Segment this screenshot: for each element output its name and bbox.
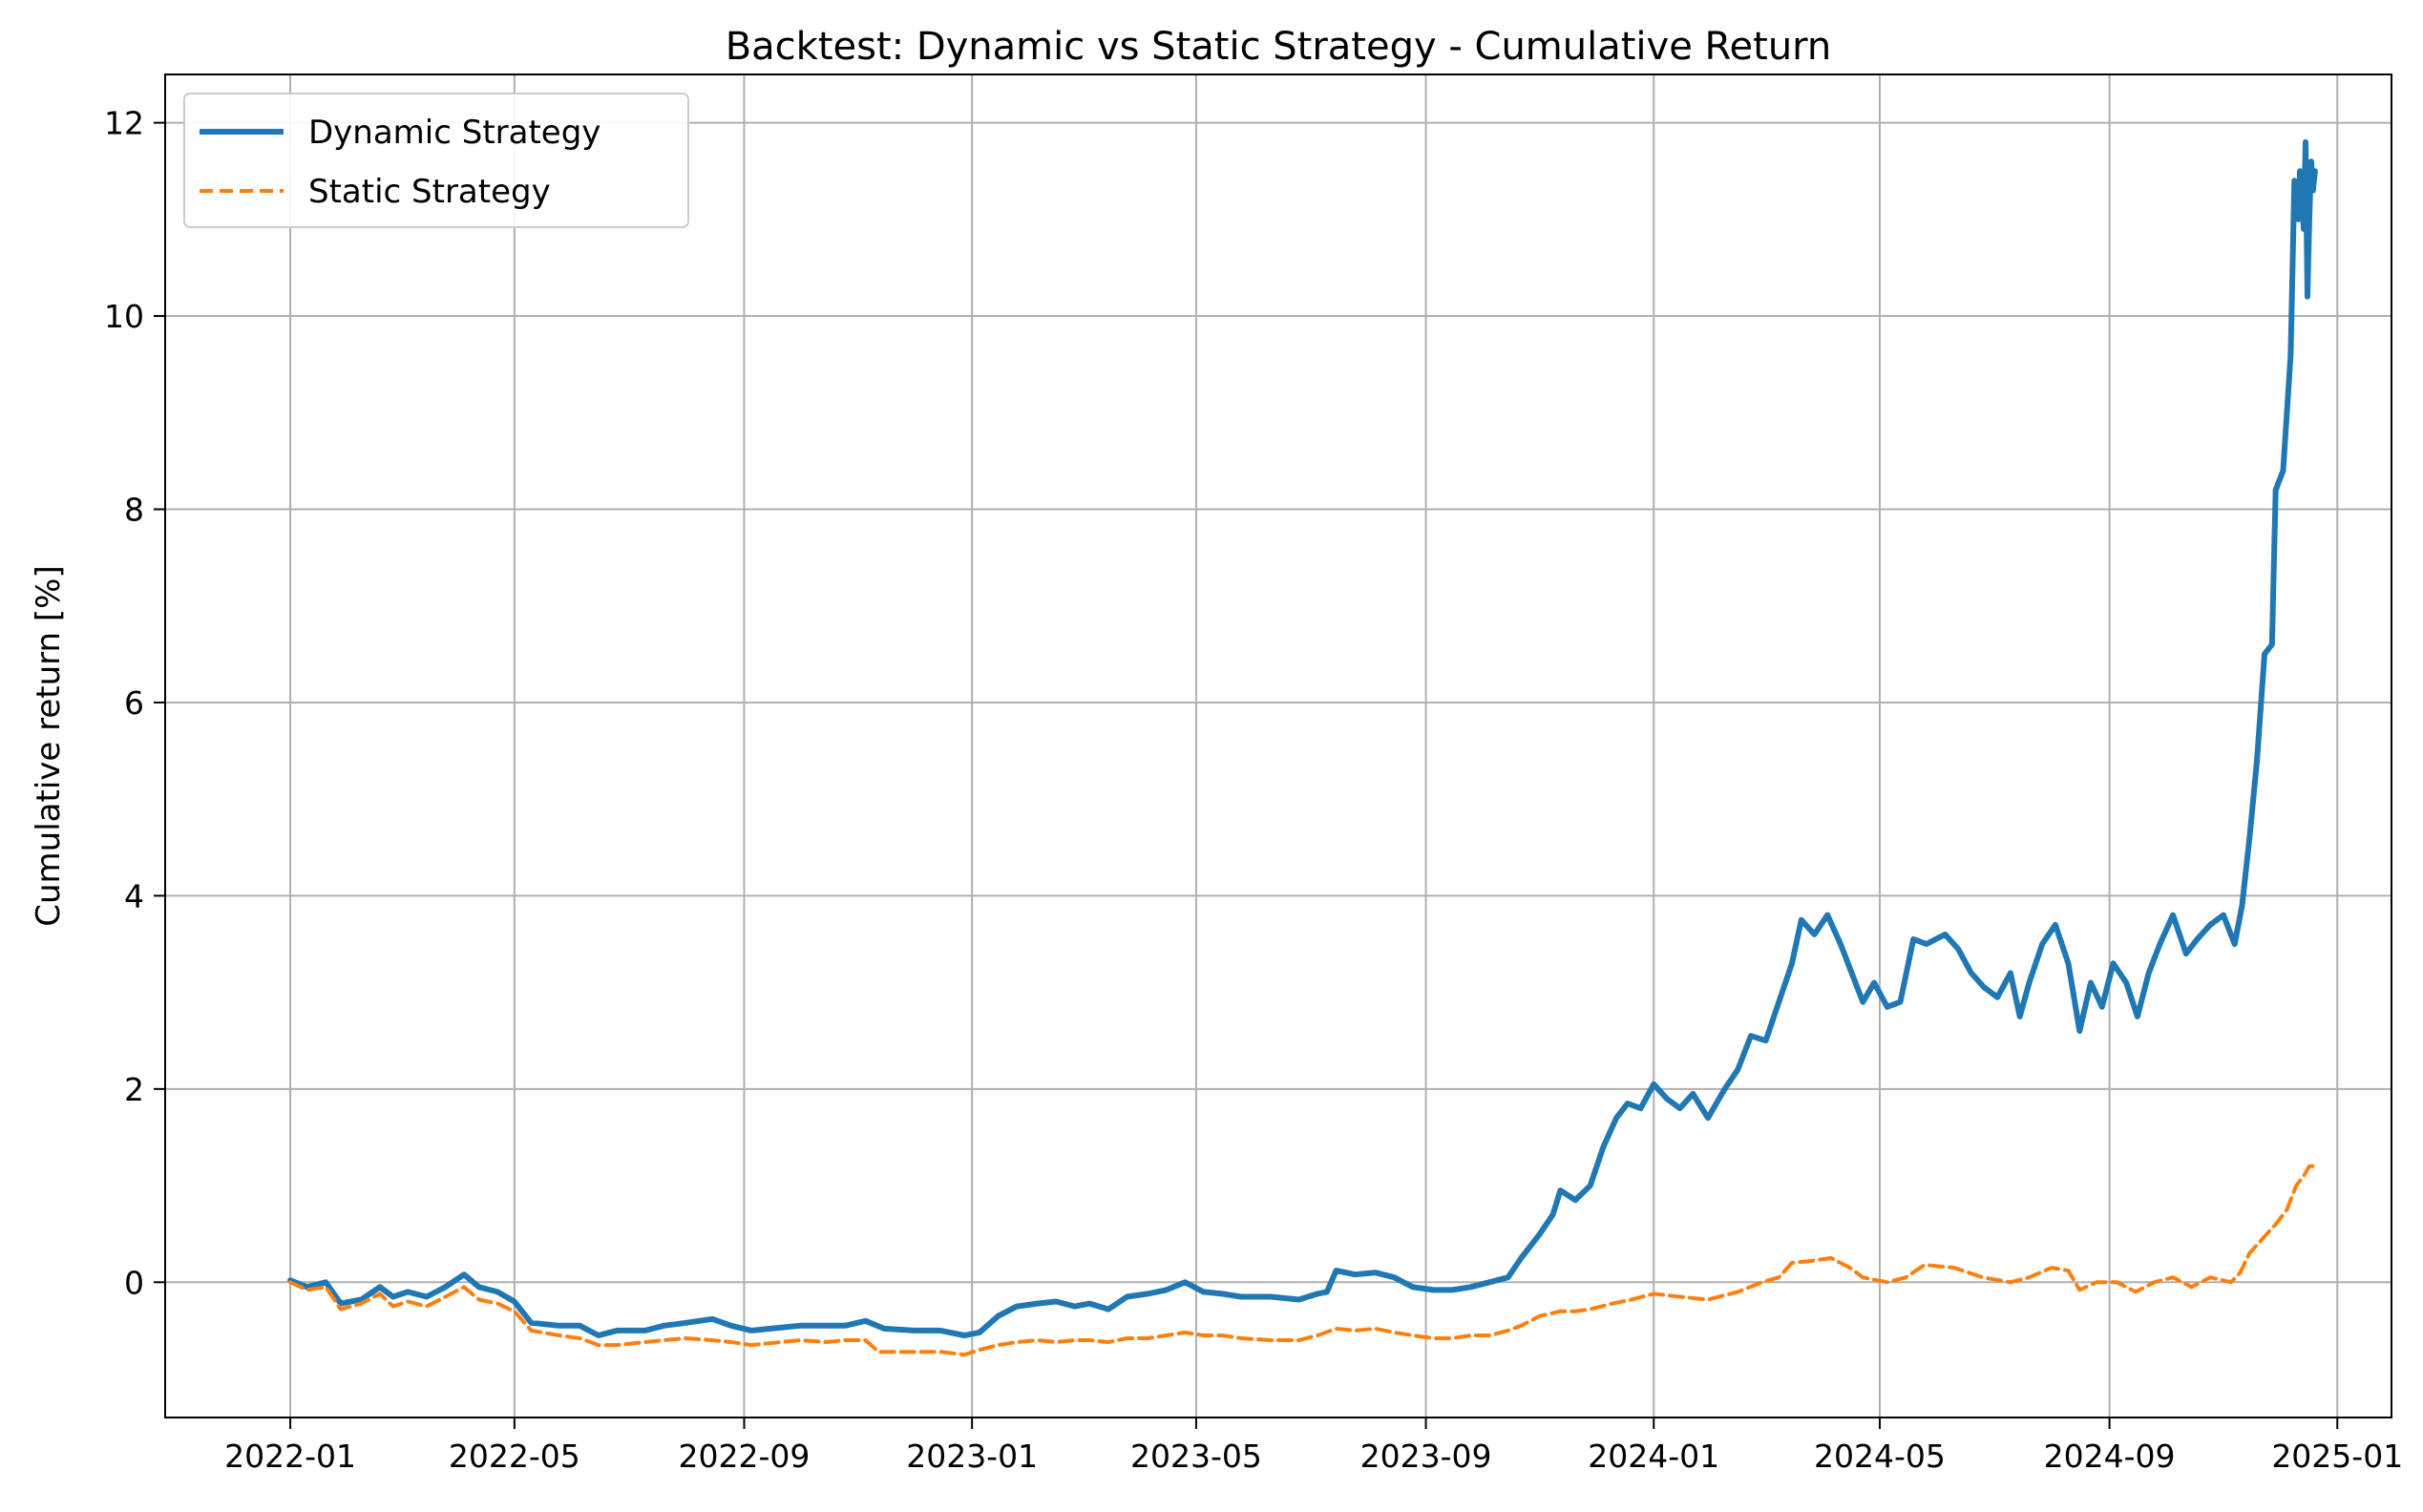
x-axis-ticks: 2022-01 2022-05 2022-09 2023-01 2023-05 2023-…	[224, 1418, 2403, 1475]
x-tick-label: 2023-05	[1130, 1438, 1262, 1475]
chart-title: Backtest: Dynamic vs Static Strategy - C…	[726, 25, 1832, 69]
x-tick-label: 2023-01	[906, 1438, 1038, 1475]
x-tick-label: 2024-05	[1814, 1438, 1946, 1475]
x-tick-label: 2025-01	[2271, 1438, 2403, 1475]
y-tick-label: 8	[124, 492, 144, 529]
x-tick-label: 2023-09	[1360, 1438, 1492, 1475]
y-tick-label: 4	[124, 877, 144, 914]
series-line-static	[288, 1164, 2317, 1357]
x-tick-label: 2024-09	[2044, 1438, 2176, 1475]
x-tick-label: 2022-05	[449, 1438, 580, 1475]
plot-frame	[164, 74, 2392, 1418]
series-line-dynamic	[287, 138, 2318, 1338]
legend-box	[183, 93, 689, 228]
y-tick-label: 12	[104, 105, 144, 142]
x-tick-label: 2022-09	[679, 1438, 811, 1475]
legend-label: Static Strategy	[308, 173, 551, 211]
legend: Dynamic Strategy Static Strategy	[183, 93, 689, 228]
series-lines	[287, 138, 2318, 1357]
y-tick-label: 10	[104, 298, 144, 335]
x-tick-label: 2024-01	[1588, 1438, 1719, 1475]
legend-label: Dynamic Strategy	[308, 114, 600, 152]
y-tick-label: 2	[124, 1071, 144, 1108]
grid-lines	[165, 74, 2391, 1418]
y-tick-label: 6	[124, 684, 144, 722]
y-axis-ticks: 0 2 4 6 8 10 12	[104, 105, 165, 1301]
y-tick-label: 0	[124, 1264, 144, 1301]
x-tick-label: 2022-01	[224, 1438, 356, 1475]
y-axis-label: Cumulative return [%]	[30, 565, 68, 926]
